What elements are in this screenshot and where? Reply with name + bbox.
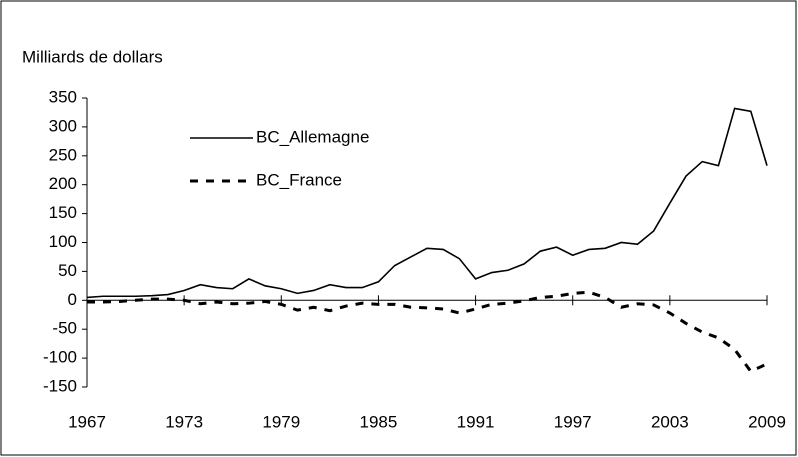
y-axis-label: Milliards de dollars (22, 47, 163, 66)
series-line (86, 107, 768, 299)
legend-label: BC_Allemagne (256, 127, 369, 146)
y-tick-label: 0 (68, 290, 77, 309)
y-tick-label: 150 (49, 203, 77, 222)
series-line (87, 290, 768, 374)
y-tick-label: 100 (49, 232, 77, 251)
x-tick-label: 1991 (457, 412, 495, 431)
legend-label: BC_France (256, 170, 342, 189)
y-tick-label: -50 (52, 319, 77, 338)
y-tick-label: 350 (49, 87, 77, 106)
x-tick-label: 2009 (748, 412, 786, 431)
y-tick-label: 200 (49, 174, 77, 193)
x-tick-label: 1997 (554, 412, 592, 431)
y-tick-label: 300 (49, 116, 77, 135)
x-tick-label: 1973 (165, 412, 203, 431)
y-tick-label: -100 (43, 348, 77, 367)
x-tick-label: 1979 (262, 412, 300, 431)
x-tick-label: 2003 (651, 412, 689, 431)
y-tick-label: -150 (43, 376, 77, 395)
y-tick-label: 250 (49, 145, 77, 164)
x-tick-label: 1985 (360, 412, 398, 431)
y-tick-label: 50 (58, 261, 77, 280)
x-tick-label: 1967 (68, 412, 106, 431)
